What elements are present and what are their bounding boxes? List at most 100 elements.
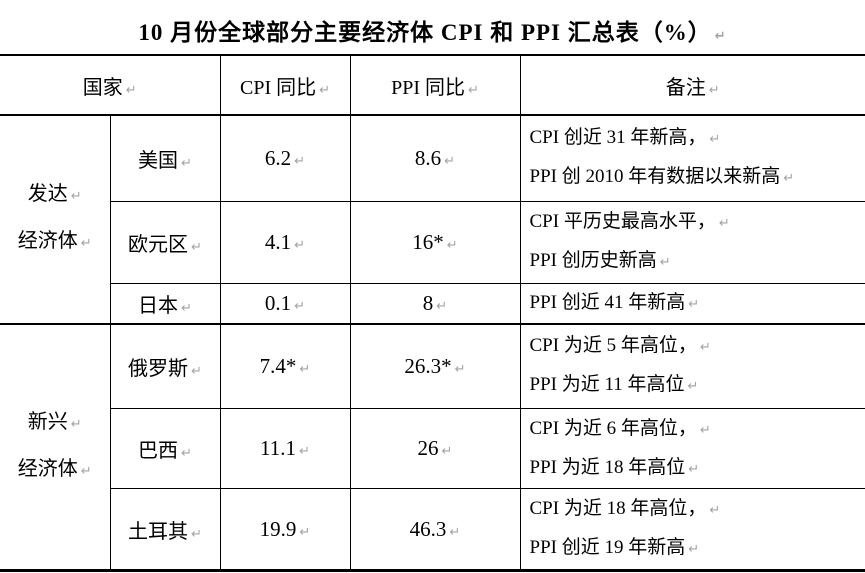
remark-text: CPI 平历史最高水平， [529,211,716,232]
cell-remark: PPI 创近 41 年新高 [519,282,865,325]
paragraph-mark-icon [449,525,460,540]
paragraph-mark-icon [709,132,720,147]
paragraph-mark-icon [181,301,192,316]
header-row: 国家 CPI 同比 PPI 同比 备注 [0,54,865,116]
group-label-text: 经济体 [17,457,78,480]
country-name: 欧元区 [128,233,189,256]
cell-country: 土耳其 [109,488,221,572]
cell-country: 美国 [109,114,221,202]
cell-ppi-value: 8.6 [349,114,521,202]
paragraph-mark-icon [442,444,453,459]
cell-cpi-value: 7.4* [219,323,351,409]
paragraph-mark-icon [688,542,699,557]
paragraph-mark-icon [81,236,92,251]
paragraph-mark-icon [688,462,699,477]
paragraph-mark-icon [181,446,192,461]
cell-cpi-value: 19.9 [219,488,351,572]
cell-ppi-value: 46.3 [349,488,521,572]
group-label-line: 经济体 [0,219,109,266]
paragraph-mark-icon [299,362,310,377]
cpi-value: 7.4* [259,353,297,378]
remark-line: PPI 创历史新高 [530,242,865,281]
header-cell-remark: 备注 [519,54,865,116]
header-cell-country: 国家 [0,54,221,116]
cell-ppi-value: 26 [349,408,521,489]
cell-ppi-value: 26.3* [349,323,521,409]
ppi-value: 26 [417,436,439,460]
ppi-value: 26.3* [404,353,452,378]
paragraph-mark-icon [191,364,202,379]
paragraph-mark-icon [319,83,330,98]
table-row-us: 发达 经济体 美国 6.2 8.6 CPI 创近 31 年新高， PPI 创 2… [0,114,865,325]
cpi-value: 19.9 [259,516,297,541]
remark-line: PPI 创近 41 年新高 [529,284,865,322]
header-cpi-label: CPI 同比 [239,76,317,99]
remark-line: CPI 创近 31 年新高， [530,119,865,158]
cell-cpi-value: 4.1 [219,200,351,284]
cpi-value: 11.1 [260,436,297,460]
paragraph-mark-icon [447,238,458,253]
cpi-value: 4.1 [264,229,292,254]
cell-ppi-value: 16* [349,200,521,284]
group-cell-emerging: 新兴 经济体 [0,323,111,572]
cell-remark: CPI 为近 6 年高位， PPI 为近 18 年高位 [519,408,865,489]
paragraph-mark-icon [688,297,699,312]
remark-text: PPI 创近 41 年新高 [529,291,686,313]
table-row-russia: 新兴 经济体 俄罗斯 7.4* 26.3* CPI 为近 5 年高位， PPI … [0,323,865,572]
remark-text: CPI 为近 6 年高位， [529,417,697,439]
group-label-text: 发达 [27,183,68,206]
group-label-text: 新兴 [27,410,68,433]
table-row-brazil: 巴西 11.1 26 CPI 为近 6 年高位， PPI 为近 18 年高位 [0,408,865,489]
cell-remark: CPI 创近 31 年新高， PPI 创 2010 年有数据以来新高 [519,114,865,202]
paragraph-mark-icon [660,255,671,270]
ppi-value: 8.6 [414,145,442,170]
cell-country: 日本 [109,282,221,325]
cell-ppi-value: 8 [349,282,521,325]
ppi-value: 8 [422,290,434,315]
paragraph-mark-icon [468,83,479,98]
cell-remark: CPI 为近 18 年高位， PPI 创近 19 年新高 [519,488,865,572]
country-name: 美国 [138,149,179,172]
paragraph-mark-icon [299,444,310,459]
cell-country: 俄罗斯 [109,323,221,409]
group-label-text: 经济体 [17,230,78,253]
remark-line: PPI 创 2010 年有数据以来新高 [530,158,865,197]
ppi-value: 46.3 [409,516,447,541]
header-cell-cpi: CPI 同比 [219,54,351,116]
paragraph-mark-icon [126,83,137,98]
paragraph-mark-icon [700,340,711,355]
remark-text: CPI 为近 5 年高位， [529,335,697,357]
group-cell-developed: 发达 经济体 [0,114,111,325]
paragraph-mark-icon [81,464,92,479]
page-title: 10 月份全球部分主要经济体 CPI 和 PPI 汇总表（%） [0,0,865,54]
paragraph-mark-icon [455,362,466,377]
header-country-label: 国家 [82,76,123,99]
remark-line: PPI 为近 18 年高位 [530,449,865,488]
paragraph-mark-icon [181,156,192,171]
paragraph-mark-icon [709,83,720,98]
paragraph-mark-icon [700,423,711,438]
country-name: 土耳其 [128,520,189,543]
cpi-value: 6.2 [264,145,292,170]
header-ppi-label: PPI 同比 [391,76,465,99]
paragraph-mark-icon [294,154,305,169]
paragraph-mark-icon [191,240,202,255]
cell-cpi-value: 0.1 [219,282,351,325]
cpi-ppi-summary-table: 国家 CPI 同比 PPI 同比 备注 发达 经济体 美国 6.2 8.6 CP… [0,54,865,572]
remark-line: CPI 为近 5 年高位， [530,327,865,366]
group-label-line: 新兴 [0,400,109,447]
cell-cpi-value: 6.2 [219,114,351,202]
header-cell-ppi: PPI 同比 [349,54,521,116]
cell-cpi-value: 11.1 [219,408,351,489]
paragraph-mark-icon [715,29,727,44]
cell-remark: CPI 平历史最高水平， PPI 创历史新高 [519,200,865,284]
paragraph-mark-icon [719,216,730,231]
paragraph-mark-icon [436,299,447,314]
ppi-value: 16* [412,229,444,254]
country-name: 俄罗斯 [128,357,189,380]
paragraph-mark-icon [299,525,310,540]
paragraph-mark-icon [783,171,794,186]
remark-text: PPI 为近 11 年高位 [529,374,685,396]
cell-remark: CPI 为近 5 年高位， PPI 为近 11 年高位 [519,323,865,409]
country-name: 巴西 [138,440,179,462]
